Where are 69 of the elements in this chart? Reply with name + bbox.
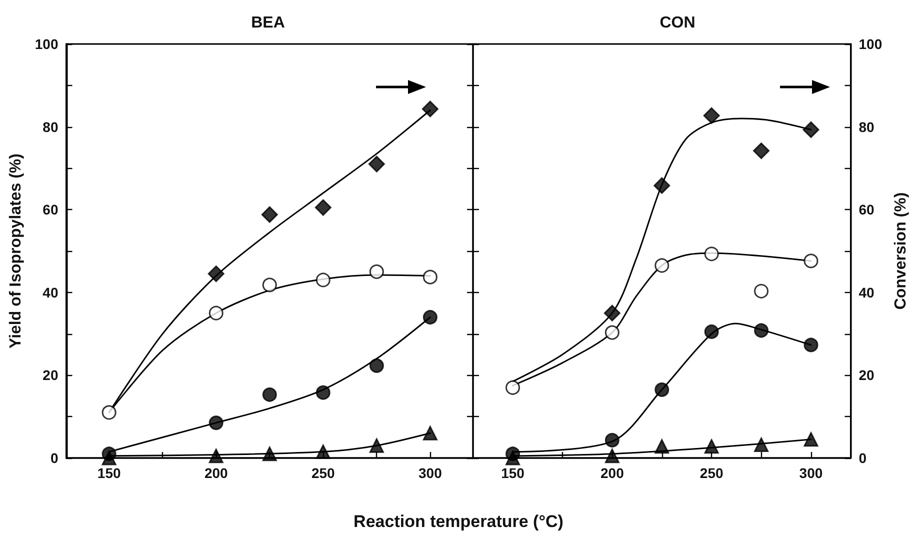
point [102, 450, 116, 466]
point [654, 439, 670, 454]
point [604, 448, 620, 464]
point [753, 142, 770, 160]
point [704, 324, 719, 339]
y-tick-label: 20 [42, 367, 58, 384]
point [703, 107, 720, 124]
point [102, 405, 116, 420]
point [704, 439, 719, 454]
point [604, 304, 620, 322]
y2-tick-label: 60 [858, 202, 875, 218]
point [208, 416, 224, 430]
y-tick-label: 100 [34, 36, 58, 52]
y-axis-title: Yield of Isopropylates (%) [8, 154, 24, 348]
x-tick-label: 250 [700, 465, 724, 481]
point [208, 306, 224, 320]
point [654, 177, 670, 194]
point [369, 358, 384, 373]
point [262, 387, 277, 402]
point [422, 270, 438, 284]
point [368, 156, 385, 172]
y-tick-label: 60 [42, 202, 58, 218]
point [422, 426, 438, 440]
x-tick-label: 200 [600, 465, 624, 481]
point [654, 382, 670, 397]
y2-tick-label: 40 [858, 284, 875, 300]
x-tick-label: 250 [311, 465, 336, 481]
point [316, 385, 330, 400]
point [314, 199, 332, 216]
y2-tick-label: 80 [858, 118, 875, 135]
point [604, 432, 620, 448]
point [506, 380, 520, 395]
point [754, 438, 769, 452]
x-tick-label: 300 [418, 465, 442, 481]
point [369, 264, 384, 279]
x-tick-label: 300 [799, 465, 823, 481]
point [369, 438, 384, 453]
point [422, 100, 438, 118]
chart-title: BEA [251, 14, 286, 32]
point [704, 246, 719, 262]
y2-tick-label: 100 [858, 36, 882, 52]
point [804, 338, 818, 352]
point [316, 272, 330, 288]
x-tick-label: 200 [204, 465, 228, 481]
point [262, 446, 277, 462]
point [754, 323, 769, 338]
point [802, 121, 820, 138]
point [261, 206, 278, 223]
point [804, 432, 818, 447]
point [262, 278, 277, 292]
point [804, 254, 818, 268]
point [604, 325, 620, 340]
point [654, 258, 670, 273]
point [316, 444, 330, 460]
x-tick-label: 150 [501, 465, 525, 481]
point [422, 310, 438, 324]
y2-tick-label: 20 [858, 367, 875, 384]
y-tick-label: 80 [42, 118, 58, 135]
point [208, 266, 224, 282]
y2-axis-title: Conversion (%) [892, 192, 910, 310]
point [506, 450, 520, 466]
point [754, 284, 769, 298]
y-tick-label: 40 [42, 284, 58, 300]
chart-title: CON [660, 14, 696, 32]
x-axis-title: Reaction temperature (°C) [352, 512, 564, 532]
y-tick-label: 0 [50, 450, 58, 466]
point [208, 448, 224, 464]
y2-tick-label: 0 [858, 450, 867, 466]
x-tick-label: 150 [97, 465, 121, 481]
